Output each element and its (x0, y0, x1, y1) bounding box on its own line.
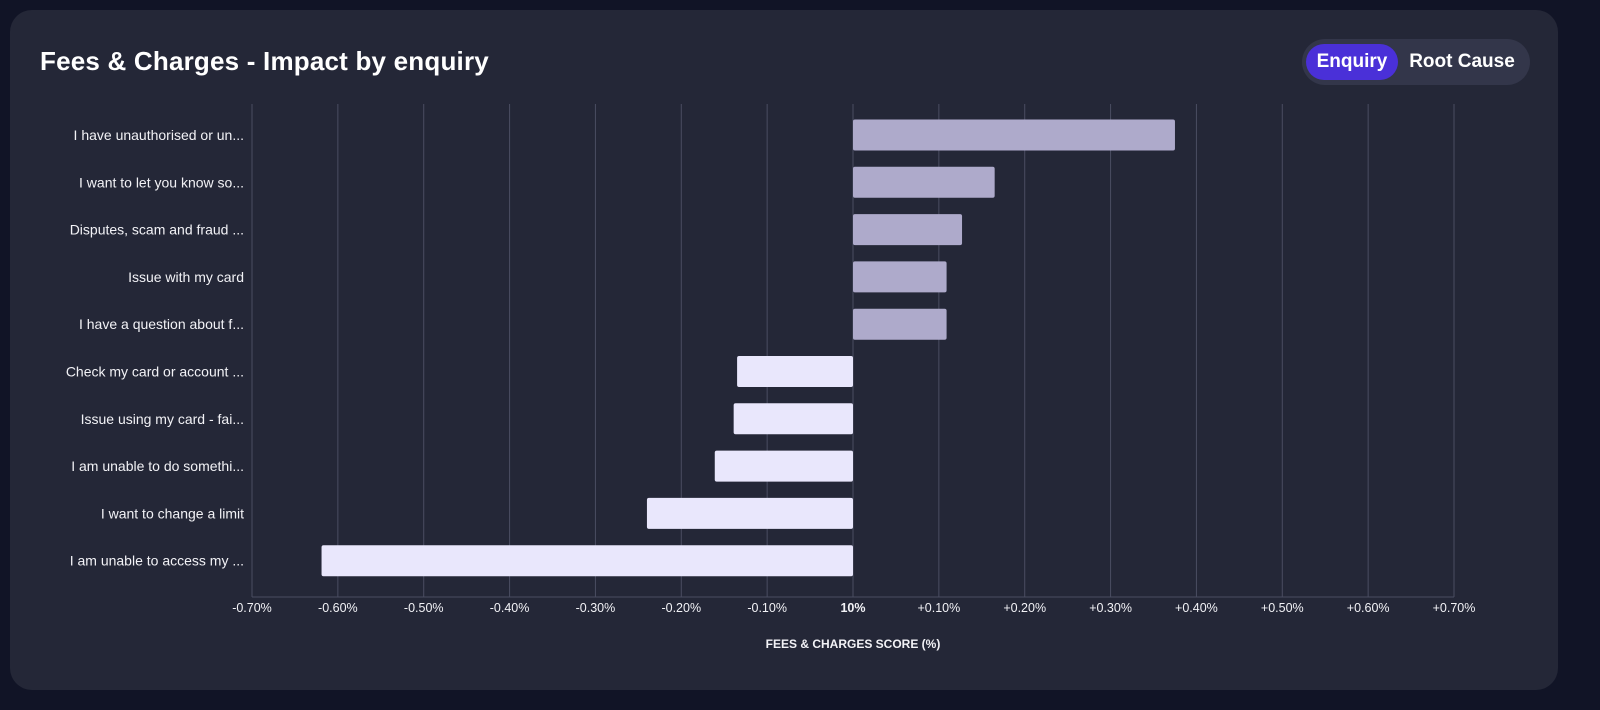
bar[interactable] (321, 545, 853, 577)
category-label: Issue with my card (128, 269, 244, 285)
category-labels: I have unauthorised or un... I want to le… (66, 127, 244, 569)
bar[interactable] (733, 403, 853, 435)
x-axis-label: FEES & CHARGES SCORE (%) (766, 637, 941, 651)
toggle-root-cause-button[interactable]: Root Cause (1409, 51, 1515, 72)
bar[interactable] (853, 119, 1175, 151)
x-tick-label: -0.70% (232, 601, 272, 615)
chart-card: Fees & Charges - Impact by enquiry Enqui… (10, 10, 1558, 690)
category-label: I am unable to do somethi... (71, 458, 244, 474)
x-tick-label: -0.60% (318, 601, 358, 615)
bar[interactable] (646, 497, 853, 529)
x-tick-label: +0.40% (1175, 601, 1218, 615)
category-label: I have a question about f... (79, 316, 244, 332)
category-label: I want to change a limit (101, 505, 244, 521)
x-tick-label: +0.20% (1003, 601, 1046, 615)
bar[interactable] (853, 214, 963, 246)
category-label: Issue using my card - fai... (81, 411, 244, 427)
x-tick-label: +0.50% (1261, 601, 1304, 615)
category-label: I want to let you know so... (79, 174, 244, 190)
bar[interactable] (714, 450, 853, 482)
x-tick-label: +0.10% (917, 601, 960, 615)
bar[interactable] (853, 308, 947, 340)
view-toggle: Enquiry Root Cause (1302, 39, 1530, 85)
x-tick-label: +0.30% (1089, 601, 1132, 615)
page-title: Fees & Charges - Impact by enquiry (40, 46, 489, 76)
x-tick-label: -0.30% (576, 601, 616, 615)
x-tick-label: -0.20% (661, 601, 701, 615)
category-label: I have unauthorised or un... (74, 127, 244, 143)
x-tick-label: +0.70% (1433, 601, 1476, 615)
x-tick-label: -0.40% (490, 601, 530, 615)
x-tick-label: -0.10% (747, 601, 787, 615)
x-tick-label: -0.50% (404, 601, 444, 615)
gridlines (251, 104, 1455, 597)
toggle-enquiry-button[interactable]: Enquiry (1306, 44, 1398, 80)
bar[interactable] (737, 356, 853, 387)
x-tick-label: +0.60% (1347, 601, 1390, 615)
category-label: Check my card or account ... (66, 364, 244, 380)
category-label: Disputes, scam and fraud ... (70, 222, 244, 238)
bar[interactable] (853, 261, 947, 293)
x-tick-label: 10% (840, 601, 865, 615)
bar[interactable] (853, 166, 995, 198)
bars (321, 119, 1175, 577)
category-label: I am unable to access my ... (70, 553, 244, 569)
x-tick-labels: -0.70% -0.60% -0.50% -0.40% -0.30% -0.20% -0.1… (232, 601, 1475, 615)
